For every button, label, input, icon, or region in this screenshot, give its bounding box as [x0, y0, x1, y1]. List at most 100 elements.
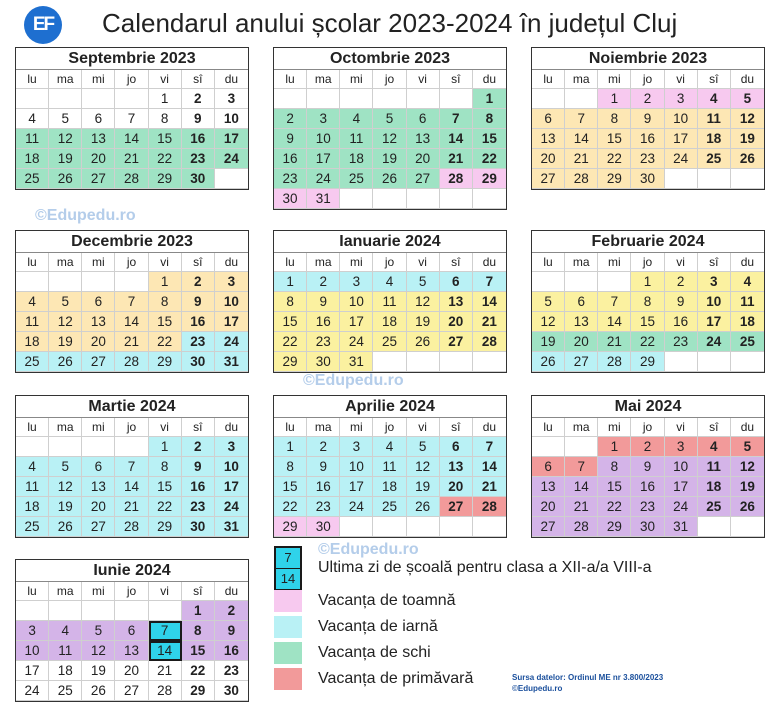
day-cell: 17: [664, 477, 698, 497]
day-cell: 26: [730, 149, 764, 169]
day-cell: 3: [16, 621, 50, 641]
day-cell: 26: [82, 681, 116, 701]
empty-cell: [214, 169, 248, 189]
day-cell: 28: [115, 517, 149, 537]
weekday-header: lu: [274, 253, 308, 272]
day-cell: 21: [598, 332, 632, 352]
day-cell: 17: [214, 312, 248, 332]
day-cell: 19: [373, 149, 407, 169]
day-cell: 20: [565, 332, 599, 352]
day-cell: 22: [148, 497, 182, 517]
weekday-header: lu: [16, 70, 50, 89]
day-cell: 15: [598, 129, 632, 149]
day-cell: 4: [16, 292, 50, 312]
day-cell: 14: [115, 312, 149, 332]
day-cell: 17: [214, 477, 248, 497]
month-title: Ianuarie 2024: [274, 231, 506, 253]
day-cell: 6: [532, 457, 566, 477]
day-cell: 16: [181, 129, 215, 149]
day-cell: 4: [16, 457, 50, 477]
weekday-header: ma: [49, 582, 83, 601]
day-cell: 30: [631, 517, 665, 537]
day-cell: 12: [49, 312, 83, 332]
day-cell: 5: [49, 109, 83, 129]
day-cell: 29: [274, 517, 308, 537]
day-cell: 23: [664, 332, 698, 352]
day-cell: 3: [664, 89, 698, 109]
empty-cell: [82, 89, 116, 109]
day-cell: 18: [730, 312, 764, 332]
day-cell: 27: [115, 681, 149, 701]
day-cell: 12: [49, 477, 83, 497]
day-cell: 4: [730, 272, 764, 292]
day-cell: 6: [115, 621, 149, 641]
day-cell: 28: [472, 332, 506, 352]
day-cell: 29: [472, 169, 506, 189]
day-cell: 11: [16, 129, 50, 149]
day-cell: 6: [82, 109, 116, 129]
day-cell: 12: [49, 129, 83, 149]
day-cell: 21: [115, 149, 149, 169]
day-cell: 2: [664, 272, 698, 292]
weekday-header: ma: [565, 418, 599, 437]
month-march: Martie 2024 lu ma mi jo vi sî du 1 2 3 4 5 6 7 8 9 10 11 12…: [15, 395, 249, 538]
day-cell: 26: [406, 497, 440, 517]
day-cell: 26: [532, 352, 566, 372]
empty-cell: [406, 517, 440, 537]
day-cell: 1: [598, 89, 632, 109]
day-cell: 5: [532, 292, 566, 312]
day-cell: 5: [406, 437, 440, 457]
watermark-text: ©Edupedu.ro: [303, 372, 404, 389]
weekday-header: lu: [532, 253, 566, 272]
weekday-header: vi: [148, 70, 182, 89]
day-cell: 3: [214, 437, 248, 457]
day-cell: 18: [340, 149, 374, 169]
day-cell: 24: [214, 497, 248, 517]
day-cell: 20: [532, 497, 566, 517]
weekday-header: mi: [598, 253, 632, 272]
weekday-header: du: [214, 582, 248, 601]
day-cell: 21: [439, 149, 473, 169]
empty-cell: [406, 352, 440, 372]
day-cell: 7: [472, 437, 506, 457]
legend-label: Vacanța de schi: [318, 644, 431, 661]
day-cell: 17: [307, 149, 341, 169]
page-title: Calendarul anului școlar 2023-2024 în ju…: [102, 8, 678, 38]
day-cell: 6: [406, 109, 440, 129]
day-cell: 13: [115, 641, 149, 661]
weekday-header: jo: [373, 70, 407, 89]
day-cell: 7: [598, 292, 632, 312]
day-cell: 1: [148, 89, 182, 109]
day-cell: 30: [274, 189, 308, 209]
day-cell: 12: [730, 457, 764, 477]
day-cell: 20: [439, 477, 473, 497]
weekday-header: vi: [148, 253, 182, 272]
day-cell: 11: [16, 312, 50, 332]
day-cell: 5: [730, 437, 764, 457]
empty-cell: [697, 352, 731, 372]
day-cell: 24: [307, 169, 341, 189]
empty-cell: [439, 517, 473, 537]
day-cell: 22: [274, 497, 308, 517]
day-cell: 22: [148, 332, 182, 352]
day-cell: 20: [406, 149, 440, 169]
day-cell: 23: [631, 497, 665, 517]
day-cell: 16: [181, 312, 215, 332]
day-cell: 22: [274, 332, 308, 352]
empty-cell: [340, 517, 374, 537]
day-cell: 13: [406, 129, 440, 149]
day-cell: 29: [148, 517, 182, 537]
day-cell: 8: [631, 292, 665, 312]
day-cell: 10: [340, 457, 374, 477]
weekday-header: sî: [181, 70, 215, 89]
weekday-header: vi: [664, 253, 698, 272]
day-cell: 22: [472, 149, 506, 169]
day-cell: 30: [307, 352, 341, 372]
weekday-header: sî: [697, 253, 731, 272]
day-cell: 19: [730, 477, 764, 497]
day-cell: 2: [181, 89, 215, 109]
day-cell: 24: [16, 681, 50, 701]
month-june: Iunie 2024 lu ma mi jo vi sî du 1 2 3 4 5 6 7 8 9 10 11 12 1…: [15, 559, 249, 702]
empty-cell: [472, 189, 506, 209]
day-cell: 16: [181, 477, 215, 497]
